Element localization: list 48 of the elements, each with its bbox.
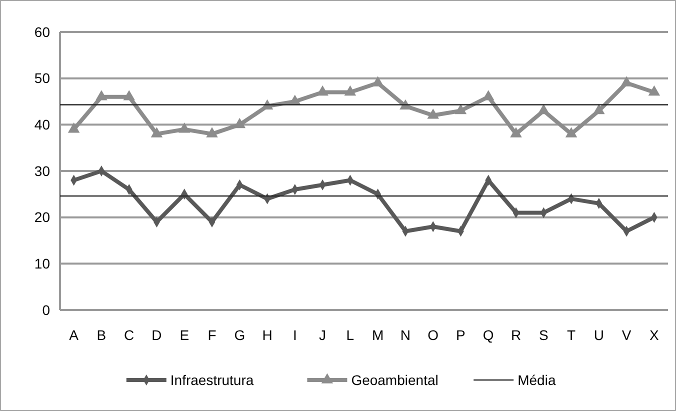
x-tick-label: G — [234, 327, 246, 343]
y-tick-label: 60 — [34, 24, 50, 40]
x-tick-label: H — [262, 327, 272, 343]
y-tick-label: 0 — [42, 302, 50, 318]
x-tick-label: J — [319, 327, 326, 343]
point — [123, 90, 135, 100]
legend-label: Média — [518, 372, 556, 388]
point — [510, 127, 522, 138]
x-tick-label: I — [292, 327, 297, 343]
x-tick-label: E — [180, 327, 190, 343]
x-tick-label: F — [208, 327, 216, 343]
point — [150, 127, 163, 138]
point — [178, 122, 190, 133]
y-tick-label: 50 — [34, 70, 50, 86]
point — [565, 127, 578, 138]
legend-label: Infraestrutura — [170, 372, 254, 388]
x-tick-label: N — [400, 327, 411, 343]
point — [206, 127, 218, 138]
point — [316, 85, 328, 96]
x-tick-label: B — [96, 327, 106, 343]
point — [454, 104, 467, 114]
x-tick-label: C — [124, 327, 134, 343]
point — [234, 118, 246, 128]
x-tick-label: X — [650, 327, 660, 343]
x-tick-label: R — [510, 327, 522, 343]
point — [427, 108, 439, 119]
x-tick-label: Q — [482, 327, 494, 343]
y-tick-label: 30 — [34, 162, 50, 179]
y-tick-label: 10 — [34, 256, 50, 272]
y-tick-label: 20 — [34, 209, 50, 226]
x-tick-label: P — [456, 327, 466, 343]
x-tick-label: T — [566, 327, 576, 343]
y-tick-label: 40 — [34, 116, 50, 133]
point — [648, 85, 660, 96]
point — [538, 104, 550, 114]
x-tick-label: U — [594, 327, 604, 343]
point — [344, 85, 356, 96]
x-tick-label: D — [152, 327, 162, 343]
point — [96, 90, 108, 100]
x-tick-label: S — [538, 327, 548, 343]
x-tick-label: L — [346, 327, 354, 343]
point — [593, 104, 605, 114]
x-tick-label: M — [372, 327, 384, 343]
x-tick-label: O — [428, 327, 439, 343]
x-tick-label: A — [69, 327, 80, 343]
point — [68, 122, 80, 133]
legend-label: Geoambiental — [351, 372, 438, 388]
x-tick-label: V — [622, 327, 632, 343]
